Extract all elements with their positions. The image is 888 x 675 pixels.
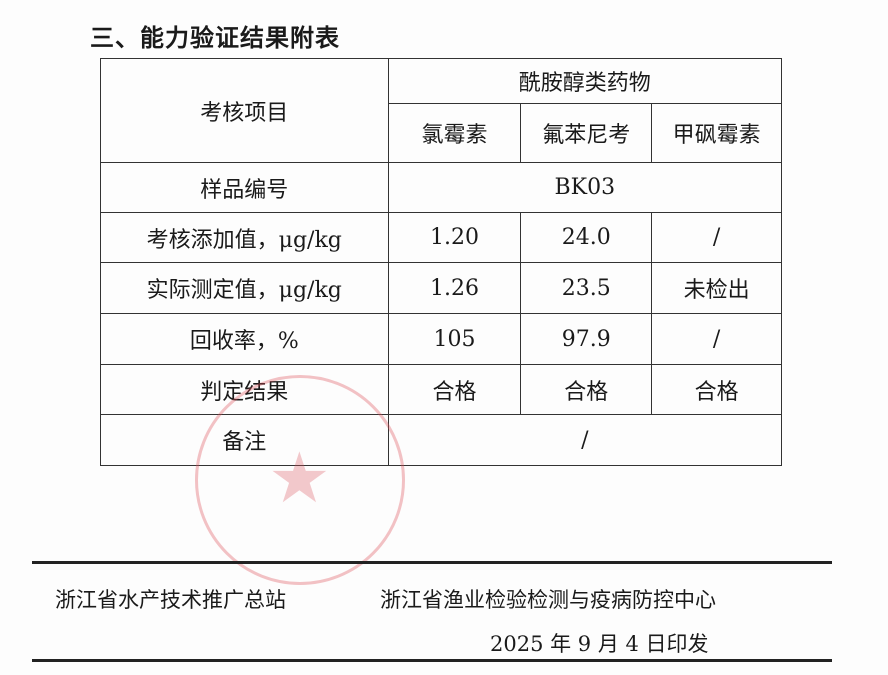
- cell: 1.26: [387, 262, 522, 314]
- divider-bottom: [32, 659, 832, 662]
- sample-id: BK03: [387, 162, 783, 213]
- issuing-org-1: 浙江省水产技术推广总站: [55, 588, 286, 612]
- issue-date: 2025 年 9 月 4 日印发: [490, 632, 709, 656]
- cell: /: [651, 313, 782, 365]
- item-header: 考核项目: [100, 58, 389, 163]
- table-row: 判定结果 合格 合格 合格: [100, 364, 782, 415]
- drug-header: 氟苯尼考: [520, 103, 653, 163]
- row-label: 考核添加值，μg/kg: [100, 212, 389, 263]
- table-row: 考核添加值，μg/kg 1.20 24.0 /: [100, 212, 782, 263]
- row-label: 实际测定值，μg/kg: [100, 262, 389, 314]
- cell: 23.5: [520, 262, 653, 314]
- row-label: 回收率，%: [100, 313, 389, 365]
- section-title: 三、能力验证结果附表: [90, 24, 340, 52]
- cell: 24.0: [520, 212, 653, 263]
- table-row: 实际测定值，μg/kg 1.26 23.5 未检出: [100, 262, 782, 314]
- star-icon: ★: [268, 437, 331, 519]
- cell: 1.20: [387, 212, 522, 263]
- cell: 合格: [651, 364, 782, 415]
- drug-header: 氯霉素: [387, 103, 522, 163]
- results-table: 考核项目 酰胺醇类药物 氯霉素 氟苯尼考 甲砜霉素 样品编号 BK03 考核添加…: [100, 58, 783, 466]
- cell: 未检出: [651, 262, 782, 314]
- cell: /: [651, 212, 782, 263]
- official-seal: ★: [195, 375, 405, 585]
- cell: 105: [387, 313, 522, 365]
- cell: 合格: [387, 364, 522, 415]
- drug-header: 甲砜霉素: [651, 103, 782, 163]
- table-row: 回收率，% 105 97.9 /: [100, 313, 782, 365]
- remark-value: /: [387, 414, 783, 466]
- divider-top: [32, 561, 832, 564]
- cell: 97.9: [520, 313, 653, 365]
- cell: 合格: [520, 364, 653, 415]
- issuing-org-2: 浙江省渔业检验检测与疫病防控中心: [380, 588, 716, 612]
- group-header: 酰胺醇类药物: [387, 58, 783, 104]
- sample-label: 样品编号: [100, 162, 389, 213]
